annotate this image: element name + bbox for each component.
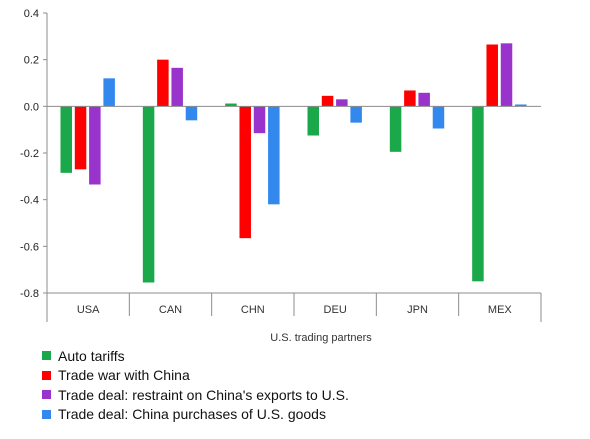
bar-deu-1: [307, 106, 319, 136]
legend-item: Trade deal: China purchases of U.S. good…: [42, 405, 349, 425]
category-label: USA: [77, 304, 100, 316]
bar-mex-4: [515, 104, 527, 107]
bar-chn-2: [239, 106, 251, 239]
category-label: CHN: [241, 304, 265, 316]
legend-swatch: [42, 351, 51, 361]
bar-can-1: [142, 106, 155, 283]
bar-can-4: [185, 106, 198, 121]
y-tick-label: -0.8: [20, 288, 39, 300]
y-tick-label: -0.6: [20, 241, 39, 253]
bar-deu-4: [350, 106, 362, 123]
bar-usa-3: [89, 106, 101, 185]
category-label: CAN: [159, 304, 182, 316]
legend-swatch: [42, 370, 51, 380]
y-tick-label: 0.4: [24, 8, 39, 20]
bar-mex-2: [486, 44, 498, 107]
x-axis-label: U.S. trading partners: [270, 332, 372, 344]
legend: Auto tariffs Trade war with China Trade de…: [42, 346, 349, 424]
bar-mex-1: [472, 106, 484, 282]
legend-item: Trade deal: restraint on China's exports…: [42, 385, 349, 405]
x-axis: USA CAN CHN DEU JPN MEX: [46, 105, 542, 322]
bar-jpn-3: [418, 92, 430, 107]
y-axis: 0.4 0.2 0.0 -0.2 -0.4 -0.6 -0.8: [20, 8, 48, 300]
legend-item: Trade war with China: [42, 366, 349, 386]
bar-usa-4: [103, 78, 115, 107]
category-label: JPN: [407, 304, 428, 316]
legend-item: Auto tariffs: [42, 346, 349, 366]
y-tick-label: 0.0: [24, 101, 39, 113]
bars: [60, 43, 527, 283]
bar-chn-4: [268, 106, 280, 205]
category-label: MEX: [488, 304, 513, 316]
legend-label: Trade deal: restraint on China's exports…: [58, 386, 349, 403]
bar-chart: 0.4 0.2 0.0 -0.2 -0.4 -0.6 -0.8 USA CAN CHN DEU JP…: [20, 8, 542, 344]
bar-mex-3: [500, 43, 513, 107]
bar-usa-1: [60, 106, 72, 173]
legend-label: Trade war with China: [58, 367, 190, 384]
legend-label: Trade deal: China purchases of U.S. good…: [58, 406, 326, 423]
legend-label: Auto tariffs: [58, 347, 125, 364]
y-tick-label: -0.2: [20, 148, 39, 160]
bar-usa-2: [74, 106, 87, 170]
bar-chn-3: [253, 106, 266, 134]
category-label: DEU: [324, 304, 347, 316]
bar-jpn-2: [404, 90, 416, 107]
bar-can-3: [171, 67, 183, 107]
bar-deu-2: [321, 95, 334, 107]
bar-chn-1: [225, 103, 237, 107]
bar-can-2: [157, 59, 169, 107]
legend-swatch: [42, 409, 51, 419]
bar-deu-3: [336, 99, 348, 107]
legend-swatch: [42, 390, 51, 400]
y-tick-label: -0.4: [20, 195, 39, 207]
bar-jpn-1: [389, 106, 402, 152]
bar-jpn-4: [432, 106, 445, 129]
y-tick-label: 0.2: [24, 55, 39, 67]
